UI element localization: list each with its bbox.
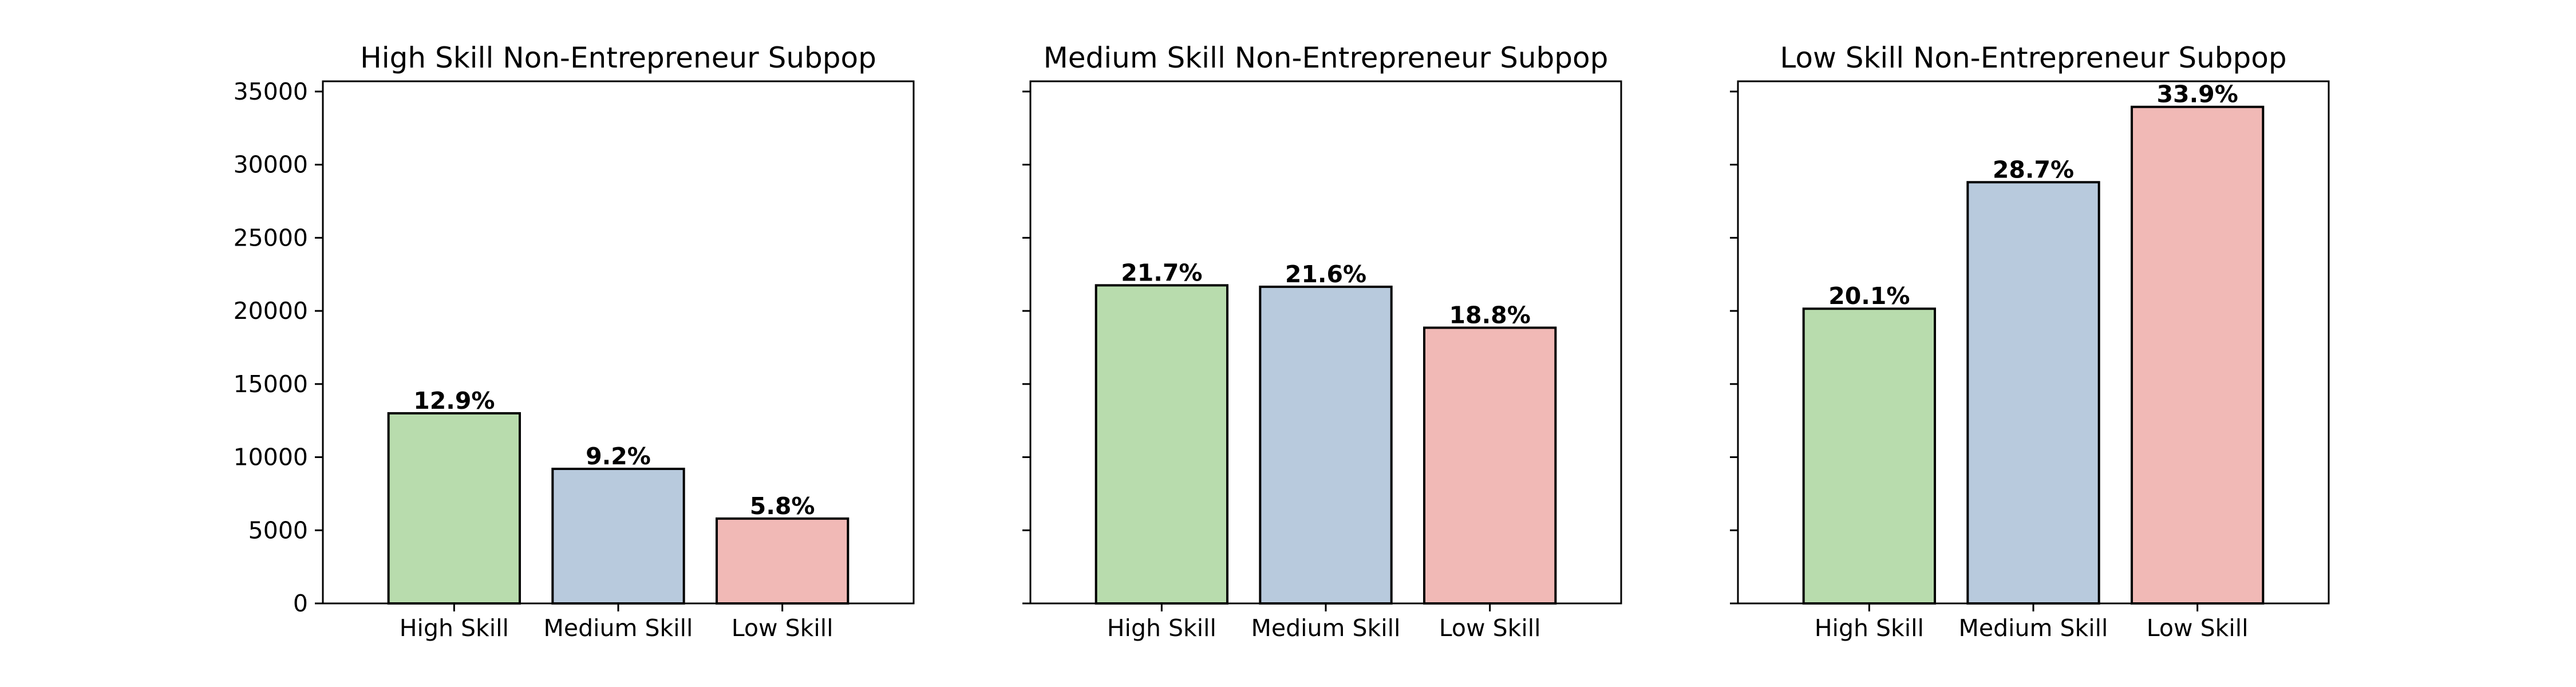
bar-high-skill (1095, 284, 1228, 605)
bar-high-skill (387, 412, 521, 605)
chart-panel-2: Medium Skill Non-Entrepreneur Subpop 21.7… (1022, 41, 1622, 642)
bar-value-label: 5.8% (750, 492, 815, 520)
bar-medium-skill (551, 467, 685, 605)
x-tick-label: High Skill (400, 614, 509, 642)
x-tick-label: Low Skill (732, 614, 833, 642)
bar-low-skill (1423, 326, 1557, 605)
y-tick-label: 5000 (248, 516, 308, 544)
y-tick-label: 10000 (234, 444, 308, 471)
y-tick-label: 0 (293, 590, 308, 617)
chart-title: Medium Skill Non-Entrepreneur Subpop (1044, 41, 1609, 74)
y-tick-label: 35000 (234, 78, 308, 105)
x-tick-label: High Skill (1815, 614, 1924, 642)
bar-value-label: 12.9% (413, 387, 495, 414)
y-tick-label: 25000 (234, 224, 308, 251)
y-tick-label: 20000 (234, 297, 308, 325)
bar-value-label: 21.7% (1121, 259, 1202, 286)
bar-medium-skill (1259, 285, 1393, 605)
chart-panel-1: High Skill Non-Entrepreneur Subpop 12.9% H… (234, 41, 915, 642)
x-tick-label: Low Skill (1439, 614, 1541, 642)
x-tick-label: Low Skill (2147, 614, 2249, 642)
x-tick-label: Medium Skill (1251, 614, 1401, 642)
y-tick-label: 15000 (234, 370, 308, 398)
bar-value-label: 20.1% (1828, 282, 1910, 310)
chart-panel-3: Low Skill Non-Entrepreneur Subpop 20.1% Hi… (1730, 41, 2330, 642)
axes-frame (1029, 80, 1622, 605)
bar-low-skill (2131, 105, 2265, 605)
bar-high-skill (1802, 307, 1937, 605)
chart-title: High Skill Non-Entrepreneur Subpop (360, 41, 876, 74)
y-tick-label: 30000 (234, 151, 308, 179)
bar-medium-skill (1966, 181, 2100, 605)
x-tick-label: Medium Skill (1959, 614, 2108, 642)
bar-value-label: 9.2% (586, 443, 651, 470)
x-tick-label: Medium Skill (544, 614, 693, 642)
axes-frame (1737, 80, 2330, 605)
axes-frame (322, 80, 915, 605)
chart-title: Low Skill Non-Entrepreneur Subpop (1780, 41, 2286, 74)
bar-value-label: 18.8% (1449, 301, 1531, 329)
x-tick-label: High Skill (1107, 614, 1216, 642)
bar-value-label: 28.7% (1993, 156, 2074, 183)
bar-value-label: 21.6% (1285, 260, 1366, 288)
bar-low-skill (716, 517, 850, 605)
bar-value-label: 33.9% (2157, 81, 2238, 108)
